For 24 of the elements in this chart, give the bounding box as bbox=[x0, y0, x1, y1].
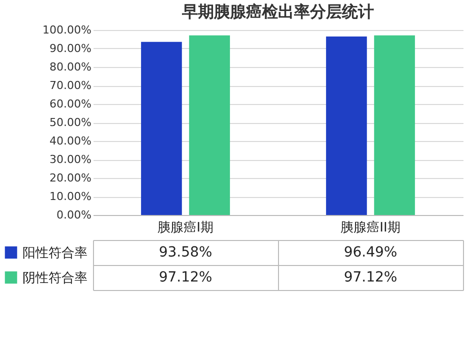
y-tick-label: 20.00% bbox=[50, 172, 92, 184]
y-tick-label: 40.00% bbox=[50, 134, 92, 148]
chart-title: 早期胰腺癌检出率分层统计 bbox=[181, 2, 374, 21]
y-tick-label: 70.00% bbox=[50, 79, 92, 92]
data-label: 96.49% bbox=[344, 244, 398, 260]
bar bbox=[141, 42, 182, 215]
y-tick-label: 10.00% bbox=[50, 190, 92, 203]
y-tick-label: 100.00% bbox=[42, 24, 92, 36]
legend-label: 阴性符合率 bbox=[22, 270, 88, 286]
y-tick-label: 90.00% bbox=[50, 42, 92, 55]
y-tick-label: 80.00% bbox=[50, 60, 92, 74]
data-label: 97.12% bbox=[344, 270, 398, 286]
bar bbox=[326, 36, 367, 215]
x-tick-label: 胰腺癌II期 bbox=[340, 220, 400, 236]
y-tick-label: 60.00% bbox=[50, 98, 92, 110]
y-tick-label: 30.00% bbox=[50, 153, 92, 166]
data-label: 97.12% bbox=[158, 270, 212, 286]
data-label: 93.58% bbox=[158, 244, 212, 260]
legend-label: 阳性符合率 bbox=[22, 245, 88, 261]
y-tick-label: 50.00% bbox=[50, 116, 92, 129]
bar bbox=[189, 35, 230, 215]
y-tick-label: 0.00% bbox=[56, 208, 92, 222]
bar bbox=[374, 35, 415, 215]
x-tick-label: 胰腺癌I期 bbox=[158, 220, 214, 236]
